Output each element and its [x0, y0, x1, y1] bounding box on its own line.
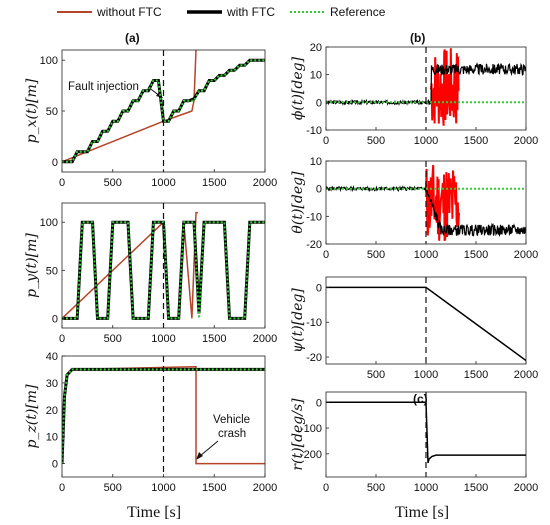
series-without-ftc-theta: [425, 164, 460, 242]
xtick-label-px: 1000: [151, 177, 175, 189]
series-reference-pz: [62, 368, 265, 464]
ytick-label-theta: 10: [310, 156, 322, 168]
ytick-label-py: 0: [52, 313, 58, 325]
panel-label-b: (b): [410, 31, 425, 45]
ytick-label-phi: -10: [306, 125, 322, 137]
ytick-label-phi: 10: [310, 70, 322, 82]
xtick-label-py: 2000: [253, 333, 277, 345]
xtick-label-theta: 1000: [414, 249, 438, 261]
ytick-label-pz: 30: [46, 378, 58, 390]
ytick-label-theta: 0: [316, 184, 322, 196]
xtick-label-py: 1000: [151, 333, 175, 345]
fault-injection-text: Fault injection: [68, 81, 139, 93]
ytick-label-theta: -10: [306, 211, 322, 223]
xtick-label-r: 1000: [414, 482, 438, 494]
ytick-label-phi: 20: [310, 42, 322, 54]
legend-label-with-ftc: with FTC: [226, 5, 275, 19]
xtick-label-pz: 0: [59, 482, 65, 494]
xtick-label-psi: 1500: [464, 369, 488, 381]
legend: without FTC with FTC Reference: [57, 5, 386, 19]
ytick-label-phi: 0: [316, 97, 322, 109]
xtick-label-psi: 2000: [514, 369, 538, 381]
xtick-label-phi: 2000: [514, 135, 538, 147]
vehicle-crash-annotation: Vehicle crash: [196, 414, 250, 460]
xtick-label-px: 500: [104, 177, 122, 189]
xtick-label-phi: 500: [367, 135, 385, 147]
xlabel-left: Time [s]: [127, 504, 181, 521]
xtick-label-pz: 500: [104, 482, 122, 494]
plot-area-pz: [62, 366, 265, 465]
vehicle-crash-arrowhead: [196, 452, 203, 460]
ytick-label-r: 0: [316, 397, 322, 409]
ytick-label-r: -200: [300, 449, 322, 461]
xtick-label-py: 0: [59, 333, 65, 345]
ylabel-py: p_y(t)[m]: [24, 233, 40, 298]
plot-psi: 500 1000 1500 2000 -20 -10 0 ψ(t)[deg]: [290, 276, 538, 381]
vehicle-crash-text-1: Vehicle: [213, 414, 250, 426]
ytick-label-psi: -10: [306, 317, 322, 329]
xtick-label-r: 2000: [514, 482, 538, 494]
ylabel-px: p_x(t)[m]: [24, 78, 40, 143]
series-without-ftc-px: [62, 50, 197, 163]
xtick-label-phi: 1500: [464, 135, 488, 147]
ytick-label-pz: 0: [52, 459, 58, 471]
xtick-label-px: 1500: [202, 177, 226, 189]
xtick-label-theta: 1500: [464, 249, 488, 261]
legend-label-reference: Reference: [330, 5, 386, 19]
ytick-label-px: 0: [52, 157, 58, 169]
ylabel-psi: ψ(t)[deg]: [290, 288, 306, 353]
xtick-label-phi: 1000: [414, 135, 438, 147]
xtick-label-theta: 2000: [514, 249, 538, 261]
plot-area-py: [62, 211, 265, 320]
plot-r: 0 500 1000 1500 2000 -200 -100 0 r(t)[deg/s]: [290, 391, 538, 494]
ytick-label-theta: -20: [306, 239, 322, 251]
ylabel-phi: ϕ(t)[deg]: [290, 56, 306, 120]
series-reference-py: [62, 221, 265, 320]
ytick-label-r: -100: [300, 423, 322, 435]
plot-theta: 0 500 1000 1500 2000 -20 -10 0 10 θ(t)[deg]: [290, 156, 538, 261]
xtick-label-theta: 500: [367, 249, 385, 261]
ytick-label-py: 50: [46, 265, 58, 277]
ytick-label-px: 100: [40, 55, 58, 67]
ylabel-theta: θ(t)[deg]: [290, 171, 306, 234]
series-reference-px: [62, 59, 265, 163]
xtick-label-pz: 2000: [253, 482, 277, 494]
xtick-label-theta: 0: [323, 249, 329, 261]
xtick-label-py: 1500: [202, 333, 226, 345]
xtick-label-r: 0: [323, 482, 329, 494]
ytick-label-pz: 20: [46, 405, 58, 417]
plot-area-px: [62, 50, 265, 164]
plot-area-theta: [326, 164, 526, 242]
xlabel-right: Time [s]: [395, 504, 449, 521]
xtick-label-py: 500: [104, 333, 122, 345]
vehicle-crash-text-2: crash: [218, 428, 246, 440]
ytick-label-psi: 0: [316, 282, 322, 294]
ylabel-r: r(t)[deg/s]: [290, 398, 306, 471]
series-without-ftc-phi: [430, 48, 460, 126]
ytick-label-pz: 10: [46, 432, 58, 444]
ytick-label-px: 50: [46, 106, 58, 118]
xtick-label-px: 0: [59, 177, 65, 189]
xtick-label-psi: 500: [367, 369, 385, 381]
plot-pz: 0 500 1000 1500 2000 0 10 20 30 40 p_z(t)[m]: [24, 351, 277, 494]
xtick-label-r: 1500: [464, 482, 488, 494]
xtick-label-phi: 0: [323, 135, 329, 147]
vehicle-crash-arrow: [199, 440, 219, 457]
xtick-label-pz: 1500: [202, 482, 226, 494]
ylabel-pz: p_z(t)[m]: [24, 384, 40, 449]
legend-label-without-ftc: without FTC: [96, 5, 162, 19]
xtick-label-pz: 1000: [151, 482, 175, 494]
xtick-label-r: 500: [367, 482, 385, 494]
ytick-label-psi: -20: [306, 352, 322, 364]
panel-label-a: (a): [125, 31, 140, 45]
ytick-label-pz: 40: [46, 351, 58, 363]
xtick-label-psi: 1000: [414, 369, 438, 381]
ytick-label-py: 100: [40, 217, 58, 229]
xtick-label-px: 2000: [253, 177, 277, 189]
